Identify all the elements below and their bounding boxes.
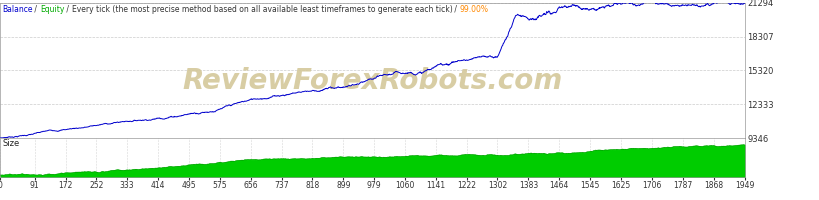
- Text: /: /: [33, 5, 40, 14]
- Text: /: /: [64, 5, 71, 14]
- Text: /: /: [452, 5, 459, 14]
- Text: 99.00%: 99.00%: [459, 5, 488, 14]
- Text: Balance: Balance: [2, 5, 33, 14]
- Text: Equity: Equity: [40, 5, 64, 14]
- Text: Size: Size: [3, 139, 20, 148]
- Text: Every tick (the most precise method based on all available least timeframes to g: Every tick (the most precise method base…: [71, 5, 452, 14]
- Text: ReviewForexRobots.com: ReviewForexRobots.com: [182, 67, 562, 95]
